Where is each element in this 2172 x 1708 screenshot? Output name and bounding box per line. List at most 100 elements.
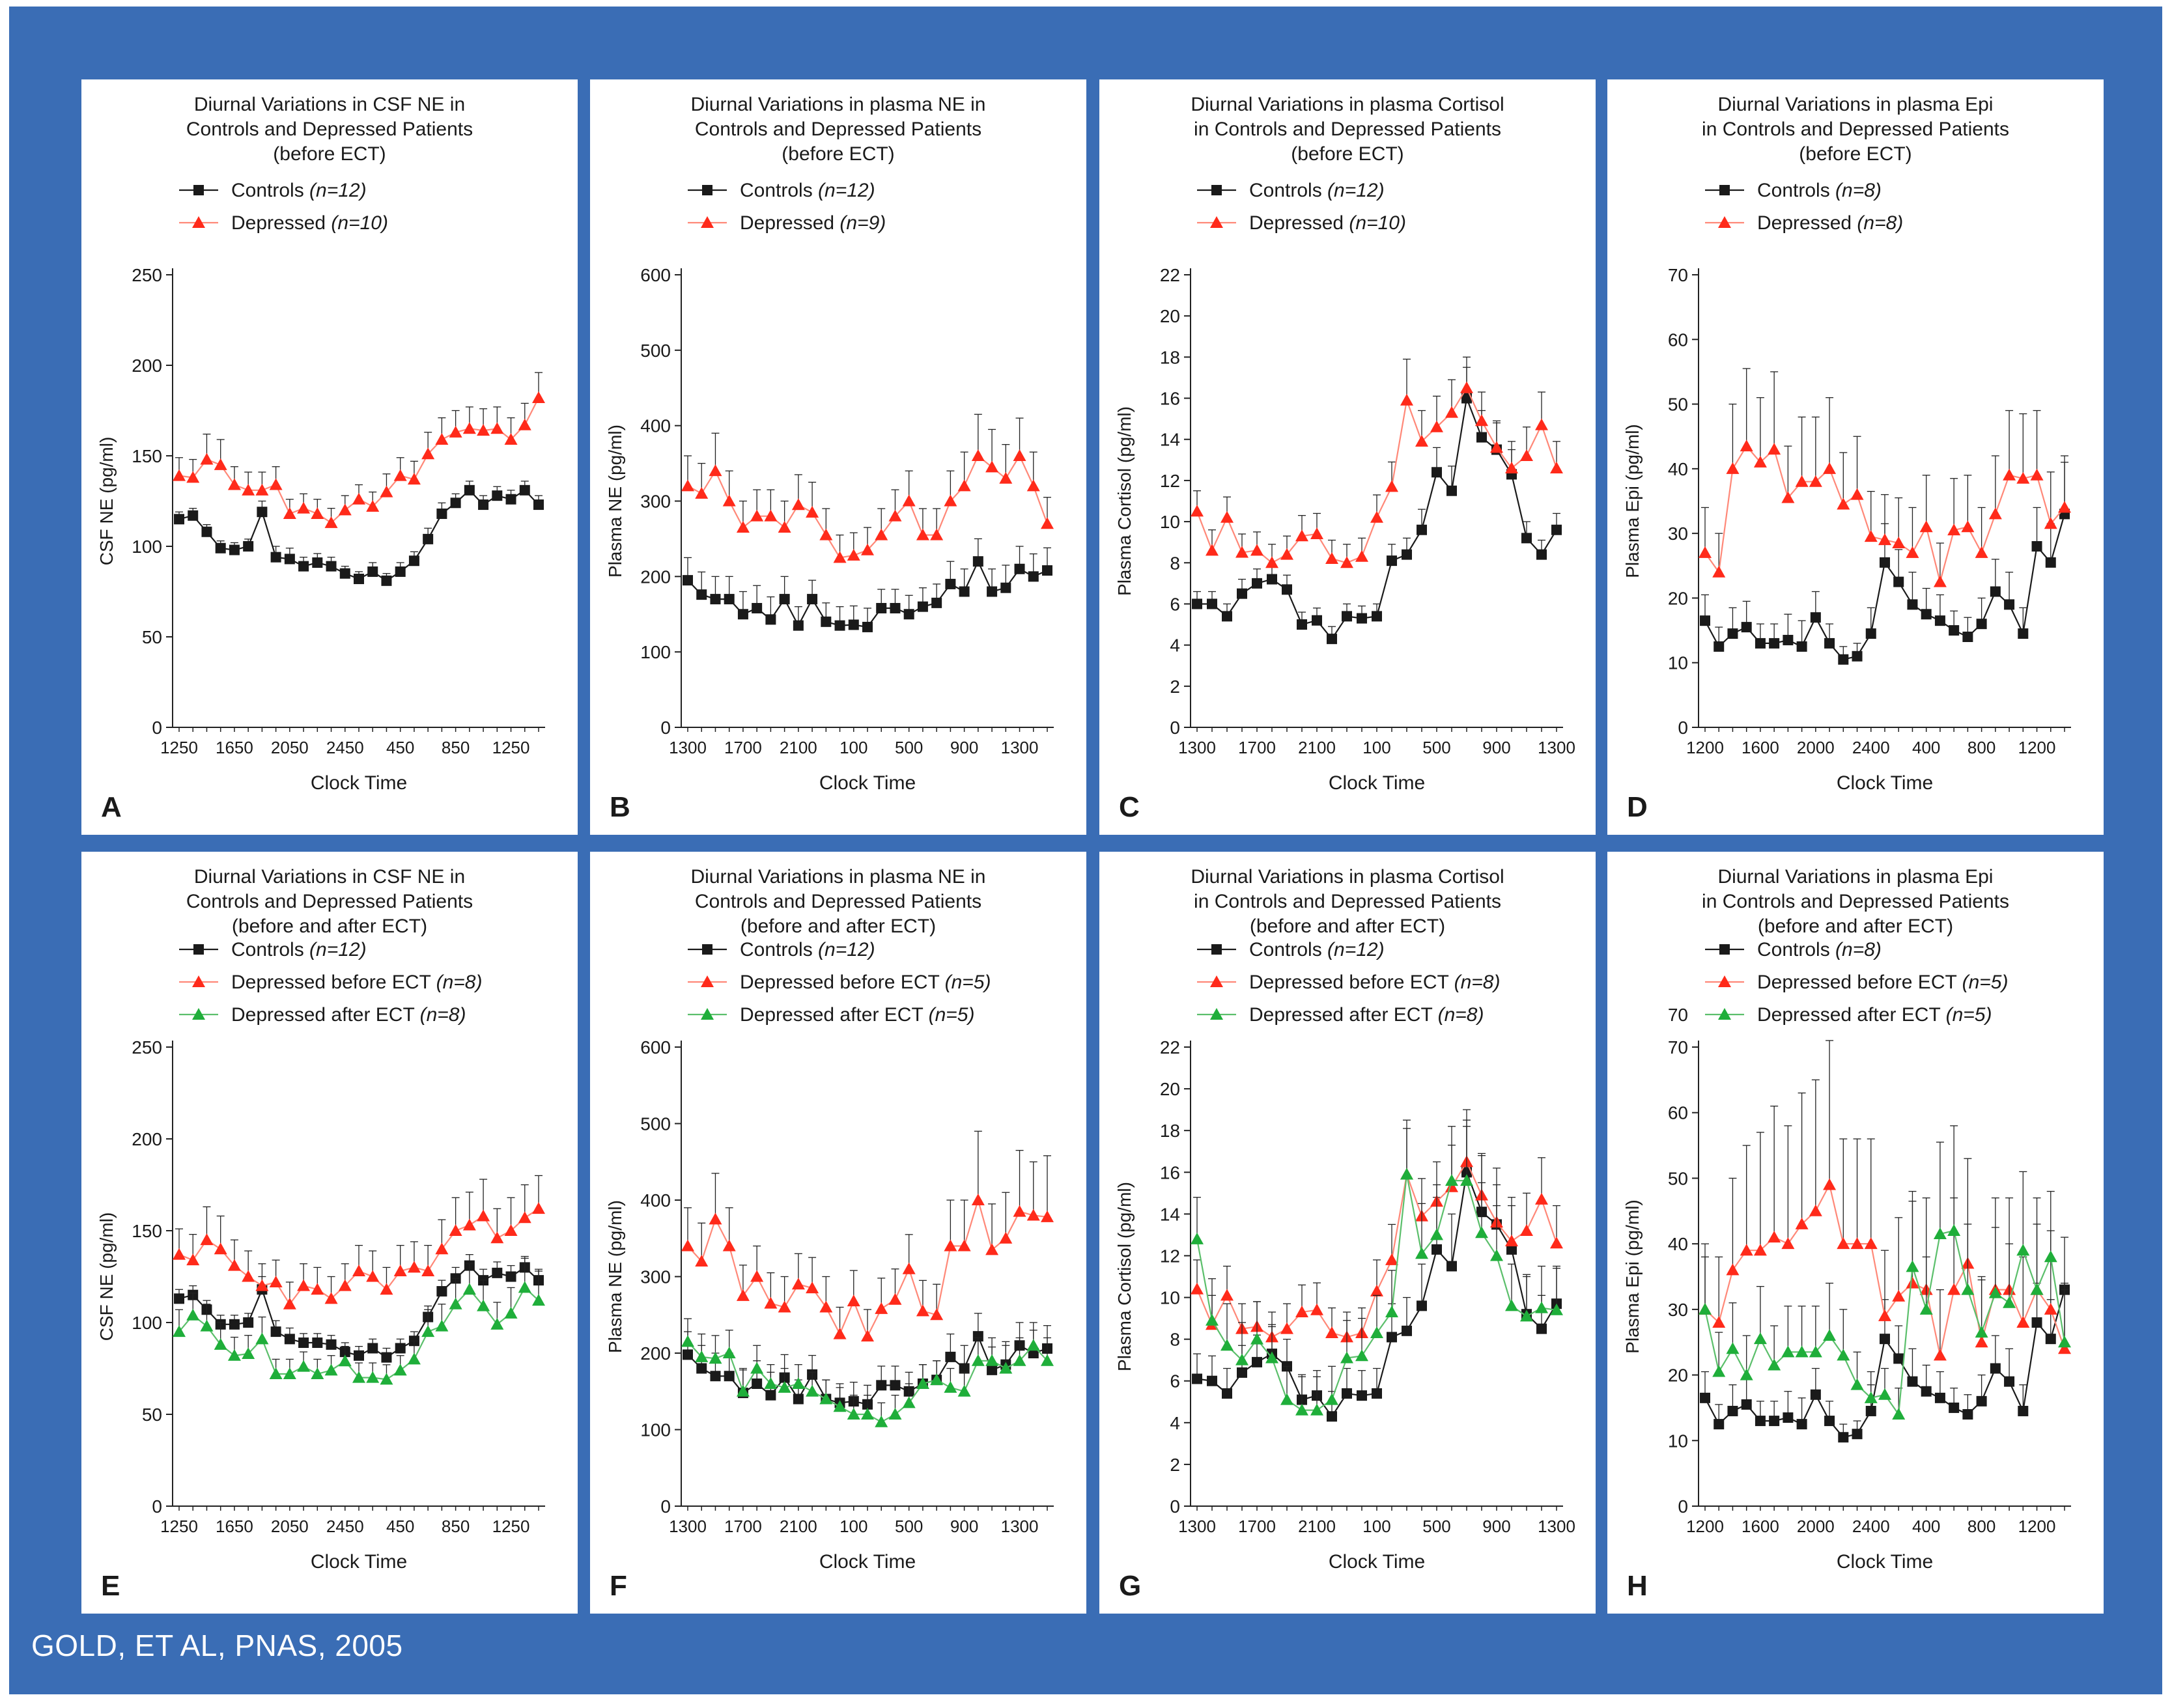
chart-c-x-label: Clock Time — [1329, 772, 1425, 794]
chart-a-y-tick-label: 200 — [132, 356, 162, 376]
chart-b-point — [862, 621, 873, 632]
chart-a-point — [492, 490, 503, 501]
chart-f-x-tick-label: 1300 — [1001, 1517, 1039, 1536]
chart-f-point — [681, 1335, 694, 1347]
chart-e-point — [421, 1265, 435, 1277]
chart-g-point — [1535, 1301, 1548, 1313]
chart-c-x-tick-label: 100 — [1362, 738, 1390, 757]
chart-b-x-tick-label: 2100 — [780, 738, 817, 757]
chart-b-point — [722, 494, 736, 507]
chart-d-point — [1699, 546, 1712, 558]
chart-c-point — [1550, 461, 1563, 473]
chart-f-point — [972, 1331, 983, 1342]
chart-e-point — [229, 1319, 240, 1330]
chart-b-point — [765, 614, 776, 625]
chart-c-point — [1461, 393, 1472, 404]
chart-b-point — [819, 528, 833, 540]
chart-a-point — [269, 478, 283, 490]
chart-d-y-tick-label: 40 — [1668, 459, 1688, 479]
chart-d-point — [1837, 497, 1850, 510]
chart-f-x-tick-label: 1300 — [669, 1517, 707, 1536]
chart-d-title-line: Diurnal Variations in plasma Epi — [1718, 94, 1994, 115]
chart-b-point — [1042, 565, 1052, 576]
chart-a-title-line: Diurnal Variations in CSF NE in — [194, 94, 465, 115]
chart-b-point — [959, 586, 970, 597]
chart-e-point — [381, 1352, 392, 1363]
chart-g-x-tick-label: 100 — [1362, 1517, 1390, 1536]
chart-h-y-label: Plasma Epi (pg/ml) — [1622, 1199, 1643, 1354]
chart-b-point — [807, 594, 818, 605]
chart-b-y-tick-label: 600 — [640, 265, 671, 285]
chart-e-title-line: Diurnal Variations in CSF NE in — [194, 866, 465, 888]
chart-b-point — [709, 464, 722, 477]
chart-b-point — [1026, 479, 1040, 492]
chart-d-point — [1933, 575, 1947, 587]
chart-b-point — [902, 494, 916, 507]
chart-c-point — [1282, 584, 1292, 595]
chart-b-point — [848, 619, 859, 630]
chart-d-point — [1962, 632, 1973, 642]
chart-c-y-tick-label: 8 — [1170, 553, 1180, 573]
chart-c-point — [1387, 555, 1397, 567]
chart-h-point — [1781, 1237, 1795, 1250]
chart-c-y-tick-label: 6 — [1170, 594, 1180, 614]
chart-d-point — [1781, 491, 1795, 503]
chart-a-point — [462, 422, 476, 434]
chart-h-point — [1892, 1289, 1906, 1302]
chart-h-panel-letter: H — [1627, 1570, 1648, 1602]
chart-a-point — [173, 469, 186, 481]
chart-h-point — [2030, 1283, 2044, 1295]
chart-g-title-line: Diurnal Variations in plasma Cortisol — [1191, 866, 1504, 888]
chart-c-point — [1312, 615, 1322, 626]
chart-a-point — [243, 541, 254, 552]
chart-f-point — [945, 1351, 956, 1362]
chart-e-y-tick-label: 100 — [132, 1313, 162, 1333]
chart-h-point — [1795, 1345, 1809, 1358]
chart-c-point — [1295, 529, 1308, 542]
chart-g-point — [1206, 1313, 1219, 1326]
chart-e-point — [366, 1270, 380, 1282]
chart-a-legend-label: Controls (n=12) — [231, 180, 367, 201]
chart-f-series-before — [681, 1130, 1054, 1342]
chart-f-point — [1026, 1209, 1040, 1221]
chart-b-point — [764, 509, 778, 522]
chart-h-point — [1878, 1309, 1891, 1321]
chart-h-point — [1850, 1237, 1864, 1250]
chart-f-point — [971, 1354, 985, 1366]
chart-b-point — [696, 589, 707, 600]
chart-d-point — [1795, 475, 1809, 487]
chart-e-point — [477, 1299, 490, 1311]
chart-c-point — [1327, 634, 1337, 645]
chart-b-x-label: Clock Time — [819, 772, 916, 794]
chart-e-point — [242, 1347, 255, 1359]
chart-c-y-tick-label: 14 — [1160, 430, 1180, 450]
chart-f-point — [957, 1239, 971, 1252]
chart-g-y-tick-label: 14 — [1160, 1204, 1180, 1224]
chart-e-title-line: (before and after ECT) — [232, 916, 427, 937]
chart-d-point — [1768, 443, 1781, 455]
chart-g-y-tick-label: 4 — [1170, 1413, 1180, 1433]
chart-h-x-tick-label: 1200 — [1686, 1517, 1724, 1536]
chart-c-y-tick-label: 20 — [1160, 306, 1180, 326]
chart-h-point — [1795, 1217, 1809, 1229]
chart-a-point — [505, 494, 516, 505]
chart-a-point — [477, 424, 490, 436]
chart-c-series-before — [1191, 356, 1563, 568]
chart-panel-f: Diurnal Variations in plasma NE in Contro… — [590, 852, 1086, 1614]
chart-h-point — [1988, 1286, 2002, 1298]
chart-d-point — [1975, 546, 1988, 558]
chart-c-point — [1325, 552, 1338, 564]
chart-f-point — [1041, 1210, 1054, 1222]
chart-f-legend-label: Depressed after ECT (n=5) — [740, 1004, 974, 1026]
chart-h-point — [2016, 1316, 2030, 1328]
chart-d-point — [2045, 557, 2056, 568]
chart-g-point — [1505, 1299, 1518, 1311]
chart-a-legend-marker — [193, 185, 204, 195]
chart-e-point — [174, 1293, 184, 1304]
chart-a-point — [423, 533, 434, 544]
chart-f-x-tick-label: 900 — [950, 1517, 978, 1536]
chart-a-title-line: Controls and Depressed Patients — [186, 119, 473, 140]
chart-c-point — [1446, 485, 1457, 496]
chart-g-point — [1370, 1284, 1383, 1296]
chart-a-x-label: Clock Time — [311, 772, 407, 794]
